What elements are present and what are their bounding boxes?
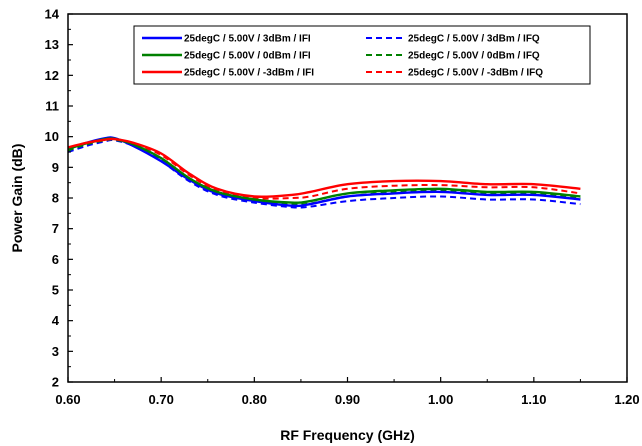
legend-box bbox=[133, 25, 591, 85]
y-tick-label: 12 bbox=[45, 68, 59, 83]
legend-entry: 25degC / 5.00V / 0dBm / IFI bbox=[184, 51, 311, 62]
x-tick-label: 1.20 bbox=[614, 392, 639, 407]
x-tick-label: 0.70 bbox=[149, 392, 174, 407]
axes: 2 3 4 5 6 7 8 9 10 11 12 13 14 0.60 0.70 0.80 0.90 1.00 1.… bbox=[45, 7, 640, 408]
y-tick-label: 7 bbox=[52, 221, 59, 236]
x-tick-label: 0.90 bbox=[335, 392, 360, 407]
y-axis-title: Power Gain (dB) bbox=[9, 144, 25, 253]
y-tick-label: 5 bbox=[52, 283, 59, 298]
x-tick-label: 1.00 bbox=[428, 392, 453, 407]
y-tick-label: 2 bbox=[52, 375, 59, 390]
legend-entry: 25degC / 5.00V / -3dBm / IFQ bbox=[408, 68, 543, 79]
x-tick-label: 1.10 bbox=[521, 392, 546, 407]
legend-entry: 25degC / 5.00V / -3dBm / IFI bbox=[184, 68, 314, 79]
y-tick-label: 10 bbox=[45, 129, 59, 144]
y-tick-label: 4 bbox=[52, 313, 60, 328]
series-line-3 bbox=[68, 137, 581, 198]
y-tick-label: 8 bbox=[52, 191, 59, 206]
y-tick-label: 11 bbox=[45, 99, 59, 114]
legend-entry: 25degC / 5.00V / 3dBm / IFI bbox=[184, 34, 311, 45]
plot-area bbox=[68, 136, 581, 209]
y-tick-label: 14 bbox=[45, 7, 60, 22]
y-tick-label: 13 bbox=[45, 37, 59, 52]
x-tick-label: 0.80 bbox=[242, 392, 267, 407]
y-tick-label: 3 bbox=[52, 344, 59, 359]
legend-entry: 25degC / 5.00V / 0dBm / IFQ bbox=[408, 51, 540, 62]
y-tick-label: 9 bbox=[52, 160, 59, 175]
legend: 25degC / 5.00V / 3dBm / IFI 25degC / 5.00… bbox=[133, 25, 591, 85]
x-tick-label: 0.60 bbox=[55, 392, 80, 407]
legend-entry: 25degC / 5.00V / 3dBm / IFQ bbox=[408, 34, 540, 45]
x-axis-title: RF Frequency (GHz) bbox=[280, 427, 415, 443]
y-tick-label: 6 bbox=[52, 252, 59, 267]
